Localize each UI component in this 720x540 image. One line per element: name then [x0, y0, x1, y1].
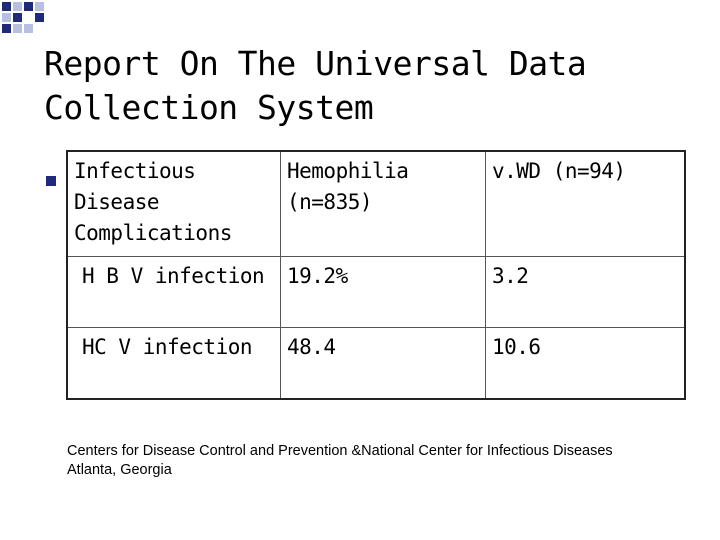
decor-square [13, 13, 22, 22]
header-cell: Hemophilia (n=835) [280, 150, 486, 257]
decor-square [13, 24, 22, 33]
table-cell: 48.4 [280, 327, 486, 400]
header-vwd: v.WD (n=94) [492, 159, 626, 183]
header-cell: Infectious Disease Complications [66, 150, 281, 257]
title-line-2: Collection System [44, 88, 374, 127]
table-row: HC V infection 48.4 10.6 [66, 327, 686, 400]
header-hemophilia: Hemophilia (n=835) [287, 159, 409, 214]
slide-title: Report On The Universal Data Collection … [44, 42, 684, 130]
table-header-row: Infectious Disease Complications Hemophi… [66, 150, 686, 257]
table-cell: 10.6 [485, 327, 686, 400]
decor-square [13, 2, 22, 11]
corner-decoration [0, 0, 60, 60]
table-cell: 19.2% [280, 256, 486, 328]
table-row: H B V infection 19.2% 3.2 [66, 256, 686, 328]
footnote-line-1: Centers for Disease Control and Preventi… [67, 443, 613, 459]
decor-square [24, 2, 33, 11]
decor-square [2, 13, 11, 22]
decor-square [24, 24, 33, 33]
source-footnote: Centers for Disease Control and Preventi… [67, 442, 707, 480]
title-line-1: Report On The Universal Data [44, 44, 587, 83]
decor-square [2, 2, 11, 11]
header-complications: Infectious Disease Complications [74, 159, 232, 245]
table-cell: H B V infection [66, 256, 281, 328]
decor-square [35, 13, 44, 22]
complications-table: Infectious Disease Complications Hemophi… [66, 150, 686, 400]
bullet-square-icon [46, 176, 56, 186]
footnote-line-2: Atlanta, Georgia [67, 462, 172, 478]
table-cell: 3.2 [485, 256, 686, 328]
header-cell: v.WD (n=94) [485, 150, 686, 257]
decor-square [35, 2, 44, 11]
decor-square [2, 24, 11, 33]
table-cell: HC V infection [66, 327, 281, 400]
